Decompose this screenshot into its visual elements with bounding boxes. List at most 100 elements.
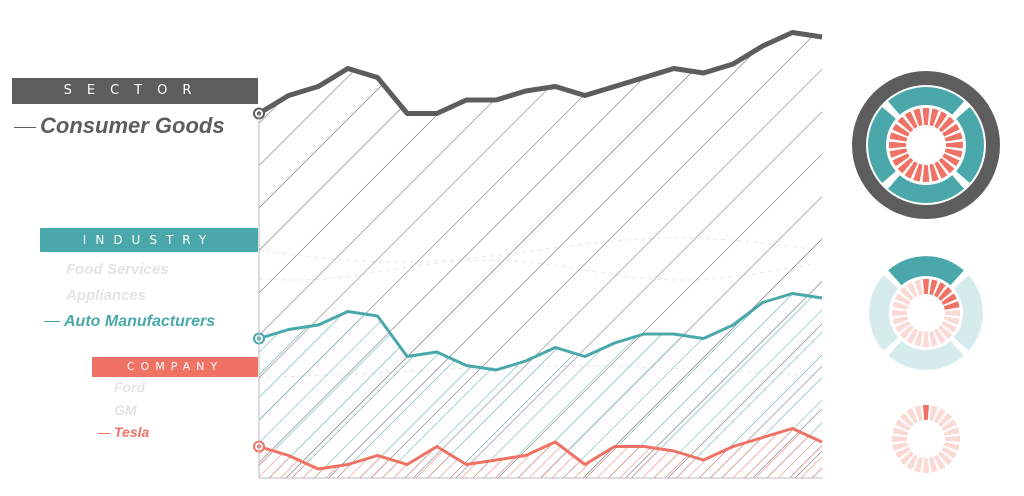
- sector-donut-inner-segment: [913, 163, 923, 182]
- company-donut-inner-segment: [895, 419, 911, 431]
- dash-decoration: [44, 321, 60, 323]
- dash-decoration: [14, 126, 36, 128]
- sector-donut-inner-segment: [944, 148, 963, 158]
- industry-donut-inner-segment: [938, 286, 953, 301]
- sector-donut-inner-segment: [889, 141, 907, 149]
- sector-donut-inner-segment: [922, 108, 930, 126]
- industry-donut-middle-segment: [953, 275, 983, 351]
- company-donut-inner-segment: [943, 427, 960, 436]
- sector-donut-inner-segment: [892, 153, 910, 167]
- company-donut-inner-segment: [922, 404, 930, 421]
- sector-donut-inner-segment: [913, 108, 923, 127]
- industry-donut-inner-segment: [922, 331, 930, 348]
- sector-donut-inner-segment: [938, 157, 955, 174]
- sector-donut-inner-segment: [889, 132, 908, 142]
- industry-item-food-services[interactable]: Food Services: [66, 261, 169, 278]
- sector-donut-inner-segment: [942, 123, 960, 137]
- industry-header: INDUSTRY: [40, 228, 258, 252]
- company-item-label: Tesla: [114, 424, 150, 440]
- industry-donut-inner-segment: [944, 309, 961, 317]
- sector-donut-inner-segment: [944, 132, 963, 142]
- industry-donut-inner-segment: [906, 282, 918, 298]
- company-item-tesla[interactable]: Tesla: [98, 424, 149, 440]
- company-donut-inner-segment: [914, 456, 923, 473]
- company-donut-inner-segment: [934, 408, 946, 424]
- industry-donut-inner-segment: [934, 328, 946, 344]
- company-header: COMPANY: [92, 357, 258, 377]
- company-donut-inner-segment: [943, 442, 960, 451]
- company-donut-inner-segment: [938, 451, 953, 466]
- industry-donut-inner-segment: [938, 325, 953, 340]
- industry-donut-inner-segment: [892, 301, 909, 310]
- line-consumer-goods: [257, 30, 823, 116]
- sector-donut-middle-segment: [888, 175, 964, 203]
- industry-item-label: Auto Manufacturers: [64, 313, 216, 330]
- sector-donut-inner-segment: [942, 153, 960, 167]
- industry-donut-inner-segment: [922, 278, 930, 295]
- sector-donut-inner-segment: [889, 148, 908, 158]
- industry-donut-inner-segment: [895, 293, 911, 305]
- sector-donut-inner-segment: [904, 161, 918, 179]
- sector-donut-inner-segment: [922, 164, 930, 182]
- industry-item-appliances[interactable]: Appliances: [66, 287, 147, 304]
- industry-donut-inner-segment: [943, 316, 960, 325]
- sector-donut-gap: [866, 85, 986, 205]
- industry-donut-inner-segment: [914, 330, 923, 347]
- company-item-ford[interactable]: Ford: [114, 379, 146, 395]
- company-donut-inner-segment: [891, 435, 908, 443]
- sector-donut-inner-segment: [934, 111, 948, 129]
- sector-donut-inner-segment: [929, 163, 939, 182]
- company-item-gm[interactable]: GM: [114, 402, 137, 418]
- industry-item-auto-manufacturers[interactable]: Auto Manufacturers: [44, 313, 215, 331]
- company-donut-inner-segment: [934, 454, 946, 470]
- line-auto-manufacturers: [258, 292, 823, 372]
- company-donut-inner-segment: [895, 447, 911, 459]
- company-donut-inner-segment: [906, 454, 918, 470]
- industry-donut-middle-segment: [869, 275, 899, 351]
- sector-donut-inner-segment: [904, 111, 918, 129]
- industry-donut-inner-segment: [899, 286, 914, 301]
- sector-donut-inner-segment: [897, 116, 914, 133]
- company-donut-inner-segment: [899, 412, 914, 427]
- company-donut-inner-segment: [906, 408, 918, 424]
- sector-header: SECTOR: [12, 78, 258, 104]
- company-donut-inner-segment: [892, 442, 909, 451]
- line-tesla: [258, 427, 823, 471]
- company-donut-inner-segment: [929, 456, 938, 473]
- dash-decoration: [98, 432, 110, 434]
- sector-donut-middle-segment: [868, 107, 896, 183]
- company-donut-inner-segment: [944, 435, 961, 443]
- industry-donut-inner-segment: [892, 316, 909, 325]
- area-auto-manufacturers: [259, 293, 822, 478]
- sector-donut-inner-segment: [945, 141, 963, 149]
- company-donut-inner-segment: [929, 405, 938, 422]
- sector-item-label: Consumer Goods: [40, 113, 225, 138]
- sector-donut-inner-segment: [929, 108, 939, 127]
- sector-donut-inner-segment: [892, 123, 910, 137]
- industry-donut-inner-segment: [914, 279, 923, 296]
- industry-donut-inner-segment: [934, 282, 946, 298]
- sector-donut-middle-segment: [956, 107, 984, 183]
- area-tesla: [259, 428, 822, 478]
- company-donut-inner-segment: [892, 427, 909, 436]
- sector-donut-middle-segment: [888, 87, 964, 115]
- industry-donut-middle-segment: [888, 340, 964, 370]
- sector-item-consumer-goods[interactable]: Consumer Goods: [14, 113, 225, 139]
- industry-donut-inner-segment: [943, 301, 960, 310]
- company-donut-inner-segment: [941, 447, 957, 459]
- industry-donut-inner-segment: [891, 309, 908, 317]
- company-donut-inner-segment: [914, 405, 923, 422]
- company-donut-inner-segment: [899, 451, 914, 466]
- company-donut-inner-segment: [938, 412, 953, 427]
- industry-donut-inner-segment: [895, 321, 911, 333]
- sector-donut-inner-segment: [934, 161, 948, 179]
- industry-donut-inner-segment: [941, 293, 957, 305]
- sector-donut-inner-segment: [897, 157, 914, 174]
- sector-donut-inner-segment: [938, 116, 955, 133]
- industry-donut-inner-segment: [929, 330, 938, 347]
- industry-donut-inner-segment: [899, 325, 914, 340]
- company-donut-inner-segment: [922, 457, 930, 474]
- industry-donut-inner-segment: [906, 328, 918, 344]
- industry-donut-middle-segment: [888, 256, 964, 286]
